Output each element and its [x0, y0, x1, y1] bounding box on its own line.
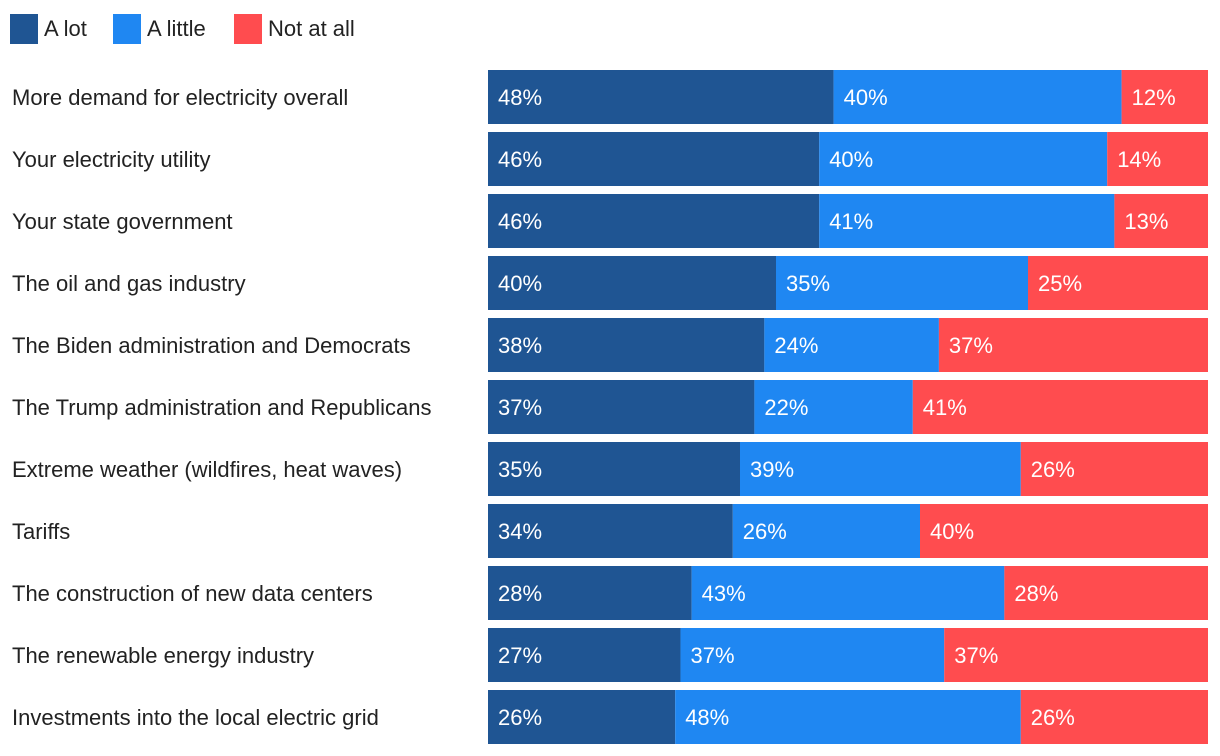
- data-label: 37%: [498, 395, 542, 420]
- category-labels: More demand for electricity overall Your …: [12, 85, 431, 730]
- category-label: The Biden administration and Democrats: [12, 333, 411, 358]
- data-label: 26%: [743, 519, 787, 544]
- category-label: Your electricity utility: [12, 147, 210, 172]
- category-label: Your state government: [12, 209, 233, 234]
- data-label: 35%: [786, 271, 830, 296]
- legend-swatch-a-little: [113, 14, 141, 44]
- category-label: The construction of new data centers: [12, 581, 373, 606]
- data-label: 26%: [1031, 457, 1075, 482]
- bar-segment-a-little: [754, 380, 913, 434]
- data-label: 38%: [498, 333, 542, 358]
- data-label: 13%: [1124, 209, 1168, 234]
- legend: A lot A little Not at all: [10, 14, 355, 44]
- bar-segment-a-lot: [488, 132, 820, 186]
- bar-segment-not-at-all: [1020, 442, 1208, 496]
- legend-swatch-a-lot: [10, 14, 38, 44]
- data-label: 34%: [498, 519, 542, 544]
- bar-segment-not-at-all: [1028, 256, 1208, 310]
- bar-segment-a-little: [740, 442, 1021, 496]
- data-label: 43%: [702, 581, 746, 606]
- bar-segment-a-lot: [488, 194, 820, 248]
- data-label: 35%: [498, 457, 542, 482]
- bar-segment-a-little: [732, 504, 920, 558]
- data-label: 14%: [1117, 147, 1161, 172]
- data-label: 37%: [954, 643, 998, 668]
- data-label: 41%: [829, 209, 873, 234]
- data-label: 24%: [774, 333, 818, 358]
- data-label: 48%: [498, 85, 542, 110]
- data-label: 12%: [1132, 85, 1176, 110]
- bar-segment-a-little: [764, 318, 939, 372]
- category-label: Tariffs: [12, 519, 70, 544]
- data-label: 46%: [498, 147, 542, 172]
- bar-segment-a-lot: [488, 318, 765, 372]
- bar-segment-a-lot: [488, 628, 681, 682]
- data-label: 40%: [930, 519, 974, 544]
- category-label: The renewable energy industry: [12, 643, 314, 668]
- category-label: Extreme weather (wildfires, heat waves): [12, 457, 402, 482]
- data-label: 40%: [844, 85, 888, 110]
- bar-segment-a-lot: [488, 566, 692, 620]
- bars: 48% 40% 12% 46% 40% 14% 46% 41% 13% 40% 35% 25% 38% 2…: [488, 70, 1208, 744]
- data-label: 40%: [829, 147, 873, 172]
- bar-segment-a-little: [819, 132, 1108, 186]
- data-label: 22%: [764, 395, 808, 420]
- bar-segment-a-lot: [488, 690, 676, 744]
- bar-segment-not-at-all: [1004, 566, 1208, 620]
- bar-segment-a-lot: [488, 256, 776, 310]
- bar-segment-a-little: [680, 628, 945, 682]
- data-label: 37%: [690, 643, 734, 668]
- data-label: 39%: [750, 457, 794, 482]
- category-label: Investments into the local electric grid: [12, 705, 379, 730]
- bar-segment-not-at-all: [1107, 132, 1208, 186]
- data-label: 40%: [498, 271, 542, 296]
- bar-segment-not-at-all: [1121, 70, 1208, 124]
- bar-segment-a-little: [691, 566, 1005, 620]
- bar-segment-not-at-all: [920, 504, 1208, 558]
- data-label: 41%: [923, 395, 967, 420]
- data-label: 26%: [498, 705, 542, 730]
- bar-segment-not-at-all: [944, 628, 1208, 682]
- bar-segment-a-little: [833, 70, 1122, 124]
- data-label: 46%: [498, 209, 542, 234]
- data-label: 28%: [1014, 581, 1058, 606]
- bar-segment-a-lot: [488, 70, 834, 124]
- legend-swatch-not-at-all: [234, 14, 262, 44]
- data-label: 37%: [949, 333, 993, 358]
- bar-segment-a-little: [776, 256, 1028, 310]
- bar-segment-a-little: [675, 690, 1021, 744]
- category-label: The oil and gas industry: [12, 271, 246, 296]
- legend-label-a-little: A little: [147, 16, 206, 41]
- bar-segment-a-lot: [488, 380, 755, 434]
- legend-label-not-at-all: Not at all: [268, 16, 355, 41]
- data-label: 26%: [1031, 705, 1075, 730]
- data-label: 48%: [685, 705, 729, 730]
- bar-segment-not-at-all: [912, 380, 1208, 434]
- category-label: The Trump administration and Republicans: [12, 395, 431, 420]
- bar-segment-not-at-all: [938, 318, 1208, 372]
- bar-segment-a-lot: [488, 504, 733, 558]
- category-label: More demand for electricity overall: [12, 85, 348, 110]
- bar-segment-a-little: [819, 194, 1115, 248]
- data-label: 25%: [1038, 271, 1082, 296]
- bar-segment-not-at-all: [1114, 194, 1208, 248]
- bar-segment-a-lot: [488, 442, 740, 496]
- data-label: 27%: [498, 643, 542, 668]
- data-label: 28%: [498, 581, 542, 606]
- legend-label-a-lot: A lot: [44, 16, 87, 41]
- bar-segment-not-at-all: [1020, 690, 1208, 744]
